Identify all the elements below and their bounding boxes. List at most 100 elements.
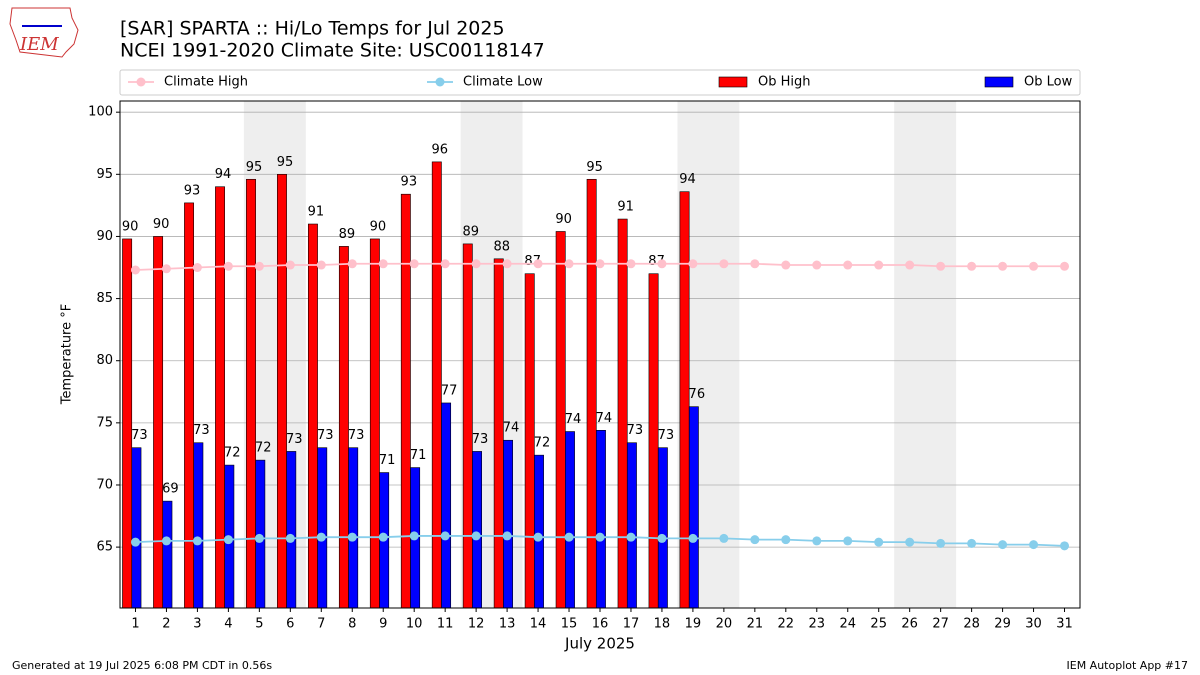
bar <box>338 246 349 609</box>
x-tick-label: 11 <box>437 617 454 632</box>
data-label: 73 <box>317 428 334 443</box>
point <box>905 260 915 270</box>
point <box>285 260 295 270</box>
x-tick-label: 4 <box>224 617 232 632</box>
plot-frame <box>119 100 1081 609</box>
bar <box>307 223 318 609</box>
chart-title: [SAR] SPARTA :: Hi/Lo Temps for Jul 2025 <box>120 18 505 40</box>
legend-swatch <box>984 76 1014 88</box>
data-label: 90 <box>153 217 170 232</box>
data-label: 74 <box>596 411 613 426</box>
y-tick-label: 85 <box>96 291 113 306</box>
weekend-shade <box>894 101 957 608</box>
x-tick-label: 10 <box>406 617 423 632</box>
data-label: 71 <box>379 453 396 468</box>
point <box>130 265 140 275</box>
data-label: 95 <box>586 160 603 175</box>
bar <box>369 238 380 609</box>
bar <box>193 442 204 609</box>
point <box>378 259 388 269</box>
bar <box>286 451 297 609</box>
x-tick-label: 21 <box>747 617 764 632</box>
point <box>967 538 977 548</box>
logo-outline <box>9 7 79 58</box>
x-tick-label: 31 <box>1056 617 1073 632</box>
point <box>967 261 977 271</box>
legend-marker <box>435 77 445 87</box>
data-label: 72 <box>224 446 241 461</box>
bar <box>131 447 142 609</box>
legend-swatch <box>718 76 748 88</box>
bar <box>534 454 544 609</box>
footer-left: Generated at 19 Jul 2025 6:08 PM CDT in … <box>12 659 272 672</box>
x-tick-label: 29 <box>994 617 1011 632</box>
data-label: 74 <box>503 421 520 436</box>
chart-subtitle: NCEI 1991-2020 Climate Site: USC00118147 <box>120 40 545 62</box>
logo-text: IEM <box>19 34 59 55</box>
data-label: 95 <box>246 160 263 175</box>
point <box>843 260 853 270</box>
y-tick-label: 90 <box>96 229 113 244</box>
data-label: 73 <box>193 423 210 438</box>
data-label: 88 <box>493 239 510 254</box>
x-tick-label: 25 <box>870 617 887 632</box>
data-label: 73 <box>627 423 644 438</box>
point <box>254 261 264 271</box>
logo: IEM <box>9 7 79 58</box>
point <box>378 532 388 542</box>
data-label: 91 <box>308 205 325 220</box>
point <box>347 259 357 269</box>
data-label: 72 <box>255 441 272 456</box>
point <box>440 531 450 541</box>
point <box>843 536 853 546</box>
y-tick-label: 75 <box>96 415 113 430</box>
data-label: 95 <box>277 155 294 170</box>
data-label: 69 <box>162 482 179 497</box>
x-tick-label: 14 <box>530 617 547 632</box>
x-tick-label: 16 <box>592 617 609 632</box>
x-tick-label: 6 <box>286 617 294 632</box>
point <box>130 537 140 547</box>
point <box>657 259 667 269</box>
data-label: 91 <box>617 200 634 215</box>
x-axis-label: July 2025 <box>564 635 635 653</box>
point <box>471 531 481 541</box>
x-tick-label: 27 <box>932 617 949 632</box>
point <box>564 532 574 542</box>
point <box>812 260 822 270</box>
y-tick-label: 95 <box>96 167 113 182</box>
point <box>223 535 233 545</box>
point <box>595 259 605 269</box>
point <box>502 531 512 541</box>
legend-label: Ob Low <box>1024 75 1073 90</box>
bar <box>657 447 668 609</box>
legend-box <box>119 69 1081 96</box>
x-tick-label: 18 <box>654 617 671 632</box>
bar <box>586 178 597 609</box>
y-tick-label: 65 <box>96 540 113 555</box>
bar <box>462 243 473 609</box>
point <box>254 533 264 543</box>
point <box>533 532 543 542</box>
bar <box>503 439 513 609</box>
x-tick-label: 9 <box>379 617 387 632</box>
x-tick-label: 24 <box>839 617 856 632</box>
point <box>719 259 729 269</box>
data-label: 73 <box>472 432 489 447</box>
data-label: 71 <box>410 448 427 463</box>
x-tick-label: 5 <box>255 617 263 632</box>
data-label: 94 <box>215 167 232 182</box>
point <box>316 260 326 270</box>
data-label: 76 <box>689 387 706 402</box>
bar <box>688 406 699 609</box>
point <box>750 259 760 269</box>
bar <box>595 430 606 609</box>
data-label: 90 <box>555 212 572 227</box>
data-label: 74 <box>565 412 582 427</box>
point <box>781 260 791 270</box>
data-label: 90 <box>122 219 139 234</box>
point <box>688 533 698 543</box>
bar <box>153 236 164 609</box>
x-tick-label: 1 <box>131 617 139 632</box>
